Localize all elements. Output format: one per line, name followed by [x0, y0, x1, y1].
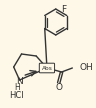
Text: N: N: [16, 76, 23, 86]
Text: H: H: [15, 83, 20, 92]
Text: F: F: [61, 5, 66, 14]
FancyBboxPatch shape: [39, 63, 55, 73]
Text: HCl: HCl: [9, 91, 24, 99]
Text: OH: OH: [79, 64, 93, 72]
Text: O: O: [55, 83, 62, 92]
Text: Abs: Abs: [41, 65, 52, 71]
